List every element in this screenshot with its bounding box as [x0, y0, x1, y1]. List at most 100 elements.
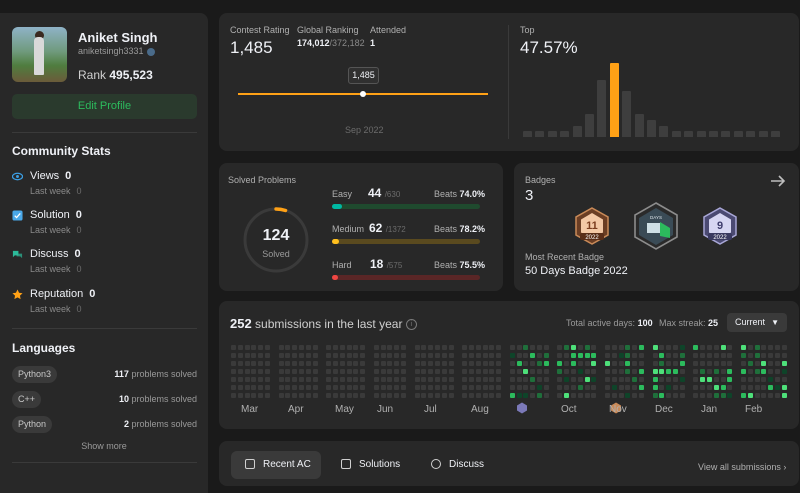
heatmap-cell[interactable]: [435, 385, 440, 390]
heatmap-cell[interactable]: [693, 369, 699, 374]
heatmap-cell[interactable]: [231, 361, 236, 366]
heatmap-cell[interactable]: [761, 353, 767, 358]
heatmap-cell[interactable]: [557, 353, 563, 358]
heatmap-cell[interactable]: [326, 361, 332, 366]
heatmap-cell[interactable]: [707, 385, 712, 390]
heatmap-cell[interactable]: [754, 353, 760, 358]
heatmap-cell[interactable]: [700, 385, 706, 390]
heatmap-cell[interactable]: [339, 361, 345, 366]
heatmap-cell[interactable]: [673, 353, 678, 358]
heatmap-cell[interactable]: [448, 377, 454, 382]
heatmap-cell[interactable]: [373, 345, 379, 350]
heatmap-cell[interactable]: [387, 393, 393, 398]
heatmap-cell[interactable]: [720, 353, 726, 358]
heatmap-cell[interactable]: [475, 393, 481, 398]
info-icon[interactable]: i: [405, 319, 417, 331]
heatmap-cell[interactable]: [496, 361, 502, 366]
heatmap-cell[interactable]: [475, 385, 481, 390]
heatmap-cell[interactable]: [564, 353, 570, 358]
heatmap-cell[interactable]: [564, 385, 570, 390]
heatmap-cell[interactable]: [768, 393, 774, 398]
heatmap-cell[interactable]: [673, 361, 678, 366]
heatmap-cell[interactable]: [693, 345, 699, 350]
heatmap-cell[interactable]: [768, 377, 774, 382]
heatmap-cell[interactable]: [258, 385, 264, 390]
heatmap-cell[interactable]: [509, 385, 515, 390]
heatmap-cell[interactable]: [326, 385, 332, 390]
heatmap-cell[interactable]: [244, 393, 250, 398]
heatmap-cell[interactable]: [557, 345, 563, 350]
heatmap-cell[interactable]: [781, 361, 787, 366]
heatmap-cell[interactable]: [285, 377, 291, 382]
heatmap-cell[interactable]: [265, 385, 270, 390]
heatmap-cell[interactable]: [700, 361, 706, 366]
heatmap-cell[interactable]: [741, 345, 746, 350]
heatmap-cell[interactable]: [652, 377, 658, 382]
heatmap-cell[interactable]: [584, 385, 590, 390]
heatmap-cell[interactable]: [312, 369, 318, 374]
heatmap-cell[interactable]: [394, 345, 400, 350]
heatmap-cell[interactable]: [700, 345, 706, 350]
heatmap-cell[interactable]: [679, 353, 685, 358]
heatmap-cell[interactable]: [700, 369, 706, 374]
heatmap-cell[interactable]: [305, 353, 311, 358]
heatmap-cell[interactable]: [258, 369, 264, 374]
heatmap-cell[interactable]: [741, 385, 746, 390]
heatmap-cell[interactable]: [666, 369, 672, 374]
heatmap-cell[interactable]: [577, 377, 583, 382]
heatmap-cell[interactable]: [401, 385, 406, 390]
heatmap-cell[interactable]: [666, 385, 672, 390]
heatmap-cell[interactable]: [564, 369, 570, 374]
heatmap-cell[interactable]: [326, 345, 332, 350]
heatmap-cell[interactable]: [441, 385, 447, 390]
heatmap-cell[interactable]: [278, 377, 284, 382]
heatmap-cell[interactable]: [509, 393, 515, 398]
heatmap-cell[interactable]: [557, 385, 563, 390]
heatmap-cell[interactable]: [530, 377, 536, 382]
heatmap-cell[interactable]: [768, 369, 774, 374]
heatmap-cell[interactable]: [720, 385, 726, 390]
heatmap-cell[interactable]: [679, 345, 685, 350]
heatmap-cell[interactable]: [747, 361, 753, 366]
heatmap-cell[interactable]: [775, 385, 780, 390]
year-select[interactable]: Current ▼: [727, 313, 787, 332]
heatmap-cell[interactable]: [496, 393, 502, 398]
heatmap-cell[interactable]: [611, 369, 617, 374]
avatar[interactable]: [12, 27, 67, 82]
heatmap-cell[interactable]: [611, 393, 617, 398]
heatmap-cell[interactable]: [265, 369, 270, 374]
heatmap-cell[interactable]: [244, 353, 250, 358]
heatmap-cell[interactable]: [231, 353, 236, 358]
view-all-submissions-link[interactable]: View all submissions ›: [698, 462, 787, 472]
heatmap-cell[interactable]: [571, 369, 576, 374]
heatmap-cell[interactable]: [713, 393, 719, 398]
heatmap-cell[interactable]: [414, 369, 420, 374]
heatmap-cell[interactable]: [543, 345, 549, 350]
heatmap-cell[interactable]: [244, 377, 250, 382]
heatmap-cell[interactable]: [625, 385, 631, 390]
heatmap-cell[interactable]: [312, 377, 318, 382]
heatmap-cell[interactable]: [421, 385, 427, 390]
heatmap-cell[interactable]: [632, 345, 638, 350]
heatmap-cell[interactable]: [659, 361, 665, 366]
heatmap-cell[interactable]: [387, 361, 393, 366]
heatmap-cell[interactable]: [571, 361, 576, 366]
heatmap-cell[interactable]: [339, 353, 345, 358]
heatmap-cell[interactable]: [231, 377, 236, 382]
heatmap-cell[interactable]: [741, 377, 746, 382]
heatmap-cell[interactable]: [659, 377, 665, 382]
heatmap-cell[interactable]: [285, 345, 291, 350]
heatmap-cell[interactable]: [482, 385, 488, 390]
heatmap-cell[interactable]: [394, 369, 400, 374]
heatmap-cell[interactable]: [523, 385, 529, 390]
heatmap-cell[interactable]: [278, 369, 284, 374]
heatmap-cell[interactable]: [693, 393, 699, 398]
heatmap-cell[interactable]: [754, 393, 760, 398]
heatmap-cell[interactable]: [781, 377, 787, 382]
heatmap-cell[interactable]: [482, 393, 488, 398]
heatmap-cell[interactable]: [666, 377, 672, 382]
badge-annual-11[interactable]: 11 2022: [574, 207, 610, 245]
heatmap-cell[interactable]: [537, 385, 542, 390]
heatmap-cell[interactable]: [625, 369, 631, 374]
heatmap-cell[interactable]: [516, 345, 522, 350]
